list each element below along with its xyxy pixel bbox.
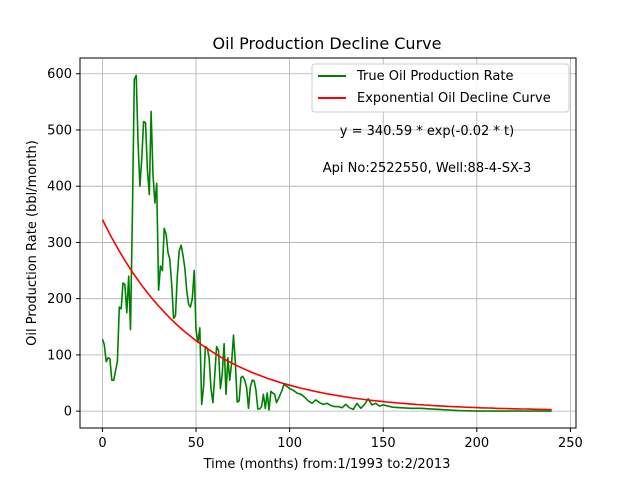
y-axis-label: Oil Production Rate (bbl/month) bbox=[25, 140, 40, 346]
chart-title: Oil Production Decline Curve bbox=[213, 34, 442, 53]
y-tick-label: 300 bbox=[47, 236, 72, 251]
y-tick-label: 600 bbox=[47, 67, 72, 82]
y-tick-label: 100 bbox=[47, 348, 72, 363]
y-tick-label: 0 bbox=[64, 405, 72, 420]
x-tick-label: 50 bbox=[188, 436, 205, 451]
equation-annotation: y = 340.59 * exp(-0.02 * t) bbox=[340, 124, 514, 139]
y-tick-label: 500 bbox=[47, 123, 72, 138]
legend: True Oil Production Rate Exponential Oil… bbox=[311, 63, 570, 113]
x-axis-label: Time (months) from:1/1993 to:2/2013 bbox=[203, 457, 451, 472]
x-tick-label: 250 bbox=[558, 436, 583, 451]
y-tick-label: 400 bbox=[47, 180, 72, 195]
legend-label-true-rate: True Oil Production Rate bbox=[356, 69, 513, 84]
legend-label-exponential: Exponential Oil Decline Curve bbox=[357, 91, 551, 106]
x-tick-label: 100 bbox=[277, 436, 302, 451]
x-tick-label: 150 bbox=[371, 436, 396, 451]
x-tick-label: 0 bbox=[98, 436, 106, 451]
series-exponential-decline-curve bbox=[101, 219, 552, 411]
y-tick-label: 200 bbox=[47, 292, 72, 307]
tick-layer: 0 50 100 150 200 250 0 100 200 300 400 500 600 bbox=[47, 67, 583, 451]
plot-layer bbox=[101, 74, 552, 412]
grid-layer bbox=[80, 58, 576, 428]
legend-box bbox=[311, 63, 570, 113]
well-annotation: Api No:2522550, Well:88-4-SX-3 bbox=[323, 161, 531, 176]
plot-frame bbox=[79, 57, 577, 429]
x-tick-label: 200 bbox=[464, 436, 489, 451]
